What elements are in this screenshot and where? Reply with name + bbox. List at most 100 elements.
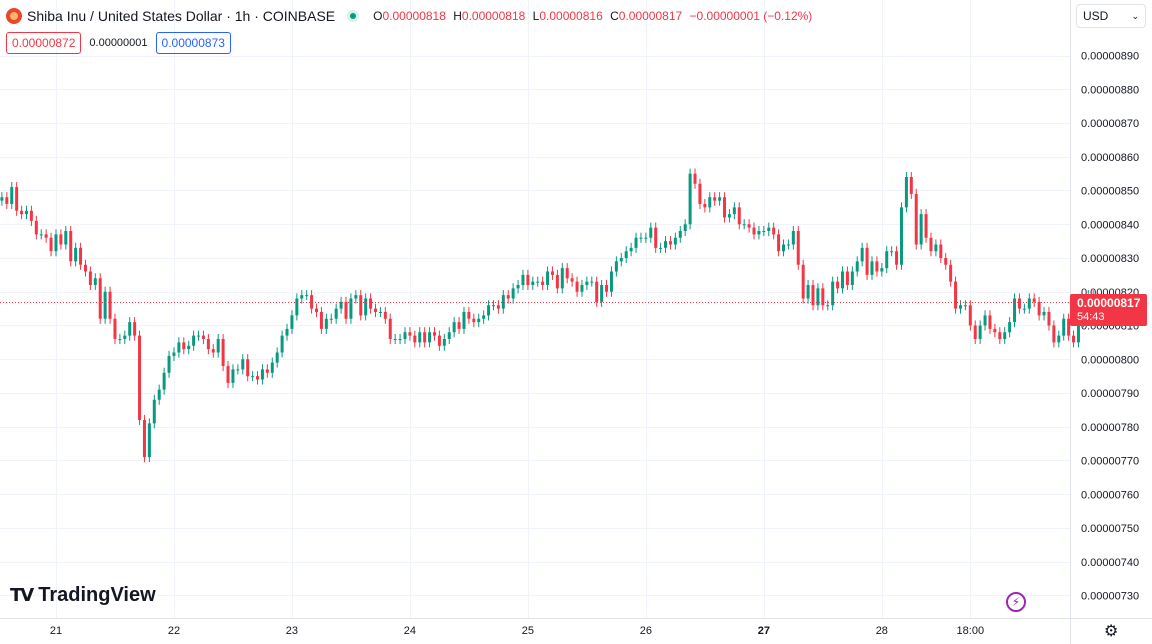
candle [796, 225, 800, 270]
candle [34, 215, 38, 240]
candle [550, 266, 554, 280]
candle [69, 225, 73, 267]
candle [983, 310, 987, 331]
candle [895, 246, 899, 270]
candle-body [506, 295, 510, 299]
candle [693, 168, 697, 189]
candle [929, 232, 933, 257]
candle [968, 300, 972, 331]
candle [1072, 330, 1076, 348]
candle [939, 239, 943, 264]
candle-body [865, 247, 869, 275]
candle [811, 279, 815, 311]
candle-body [393, 339, 397, 340]
candle [142, 414, 146, 463]
candle [364, 293, 368, 321]
candle-body [285, 328, 289, 336]
candle [973, 320, 977, 345]
candle [197, 330, 201, 341]
candle-body [383, 312, 387, 319]
candle-body [983, 315, 987, 326]
candle-body [418, 332, 422, 343]
candle-body [727, 214, 731, 218]
candle-body [1008, 322, 1012, 333]
candle-body [1067, 318, 1071, 336]
candle [904, 171, 908, 213]
symbol-title[interactable]: Shiba Inu / United States Dollar · 1h · … [27, 8, 336, 24]
candle [1047, 306, 1051, 331]
candle [265, 364, 269, 378]
candle-body [128, 322, 132, 336]
candle [531, 276, 535, 291]
candle [118, 333, 122, 345]
candle [826, 300, 830, 311]
candle-body [354, 295, 358, 299]
candle-body [359, 295, 363, 316]
candle [467, 306, 471, 324]
market-status-icon[interactable] [347, 10, 360, 22]
candle-body [206, 339, 210, 350]
candle [359, 290, 363, 321]
candle-body [319, 312, 323, 329]
candle-body [472, 318, 476, 323]
candle-body [339, 301, 343, 309]
candle-body [639, 237, 643, 239]
candle [885, 246, 889, 274]
candle-body [349, 298, 353, 319]
candle [428, 327, 432, 348]
candle-body [772, 227, 776, 235]
candle [241, 354, 245, 375]
candle [914, 188, 918, 250]
buy-price-button[interactable]: 0.00000873 [155, 32, 231, 54]
candle-body [708, 197, 712, 208]
candle-body [260, 369, 264, 380]
candle-body [521, 274, 525, 285]
sell-price-button[interactable]: 0.00000872 [6, 32, 82, 54]
candle [79, 242, 83, 270]
candle-body [762, 231, 766, 232]
candle-body [816, 288, 820, 306]
time-tick-label: 28 [876, 625, 888, 637]
candle-body [555, 274, 559, 289]
candle-body [487, 305, 491, 316]
candle-body [580, 285, 584, 292]
candle-body [1062, 318, 1066, 336]
candle [167, 350, 171, 378]
flash-icon[interactable]: ⚡ [1006, 592, 1026, 612]
candle [324, 313, 328, 334]
candle [1062, 313, 1066, 341]
currency-select[interactable]: USD ⌄ [1076, 4, 1146, 28]
candle-body [840, 271, 844, 289]
time-tick-label: 23 [286, 625, 298, 637]
price-tick-label: 0.00000770 [1081, 456, 1139, 468]
candle-body [256, 376, 260, 380]
candle [708, 192, 712, 213]
candle-body [142, 420, 146, 458]
candle-body [614, 261, 618, 272]
candle [10, 182, 14, 210]
tradingview-logo[interactable]: 𝗧𝗩 TradingView [10, 584, 156, 607]
candle-body [152, 399, 156, 424]
candle [221, 333, 225, 372]
candle-body [526, 274, 530, 285]
candle-body [34, 220, 38, 235]
candle [64, 225, 68, 250]
candle [491, 300, 495, 311]
price-tick-label: 0.00000870 [1081, 118, 1139, 130]
candle-body [442, 339, 446, 346]
candle-body [241, 359, 245, 370]
candle [1022, 303, 1026, 314]
ohlc-readout: O0.00000818 H0.00000818 L0.00000816 C0.0… [373, 9, 816, 23]
candle-body [796, 231, 800, 265]
candle-body [757, 231, 761, 235]
candle [590, 276, 594, 287]
candle [236, 364, 240, 375]
gear-icon[interactable]: ⚙ [1104, 623, 1119, 640]
candle-body [924, 214, 928, 238]
candle [1008, 317, 1012, 338]
candle-body [329, 318, 333, 320]
candle-body [98, 278, 102, 319]
candle-body [315, 308, 319, 312]
candle [988, 310, 992, 334]
